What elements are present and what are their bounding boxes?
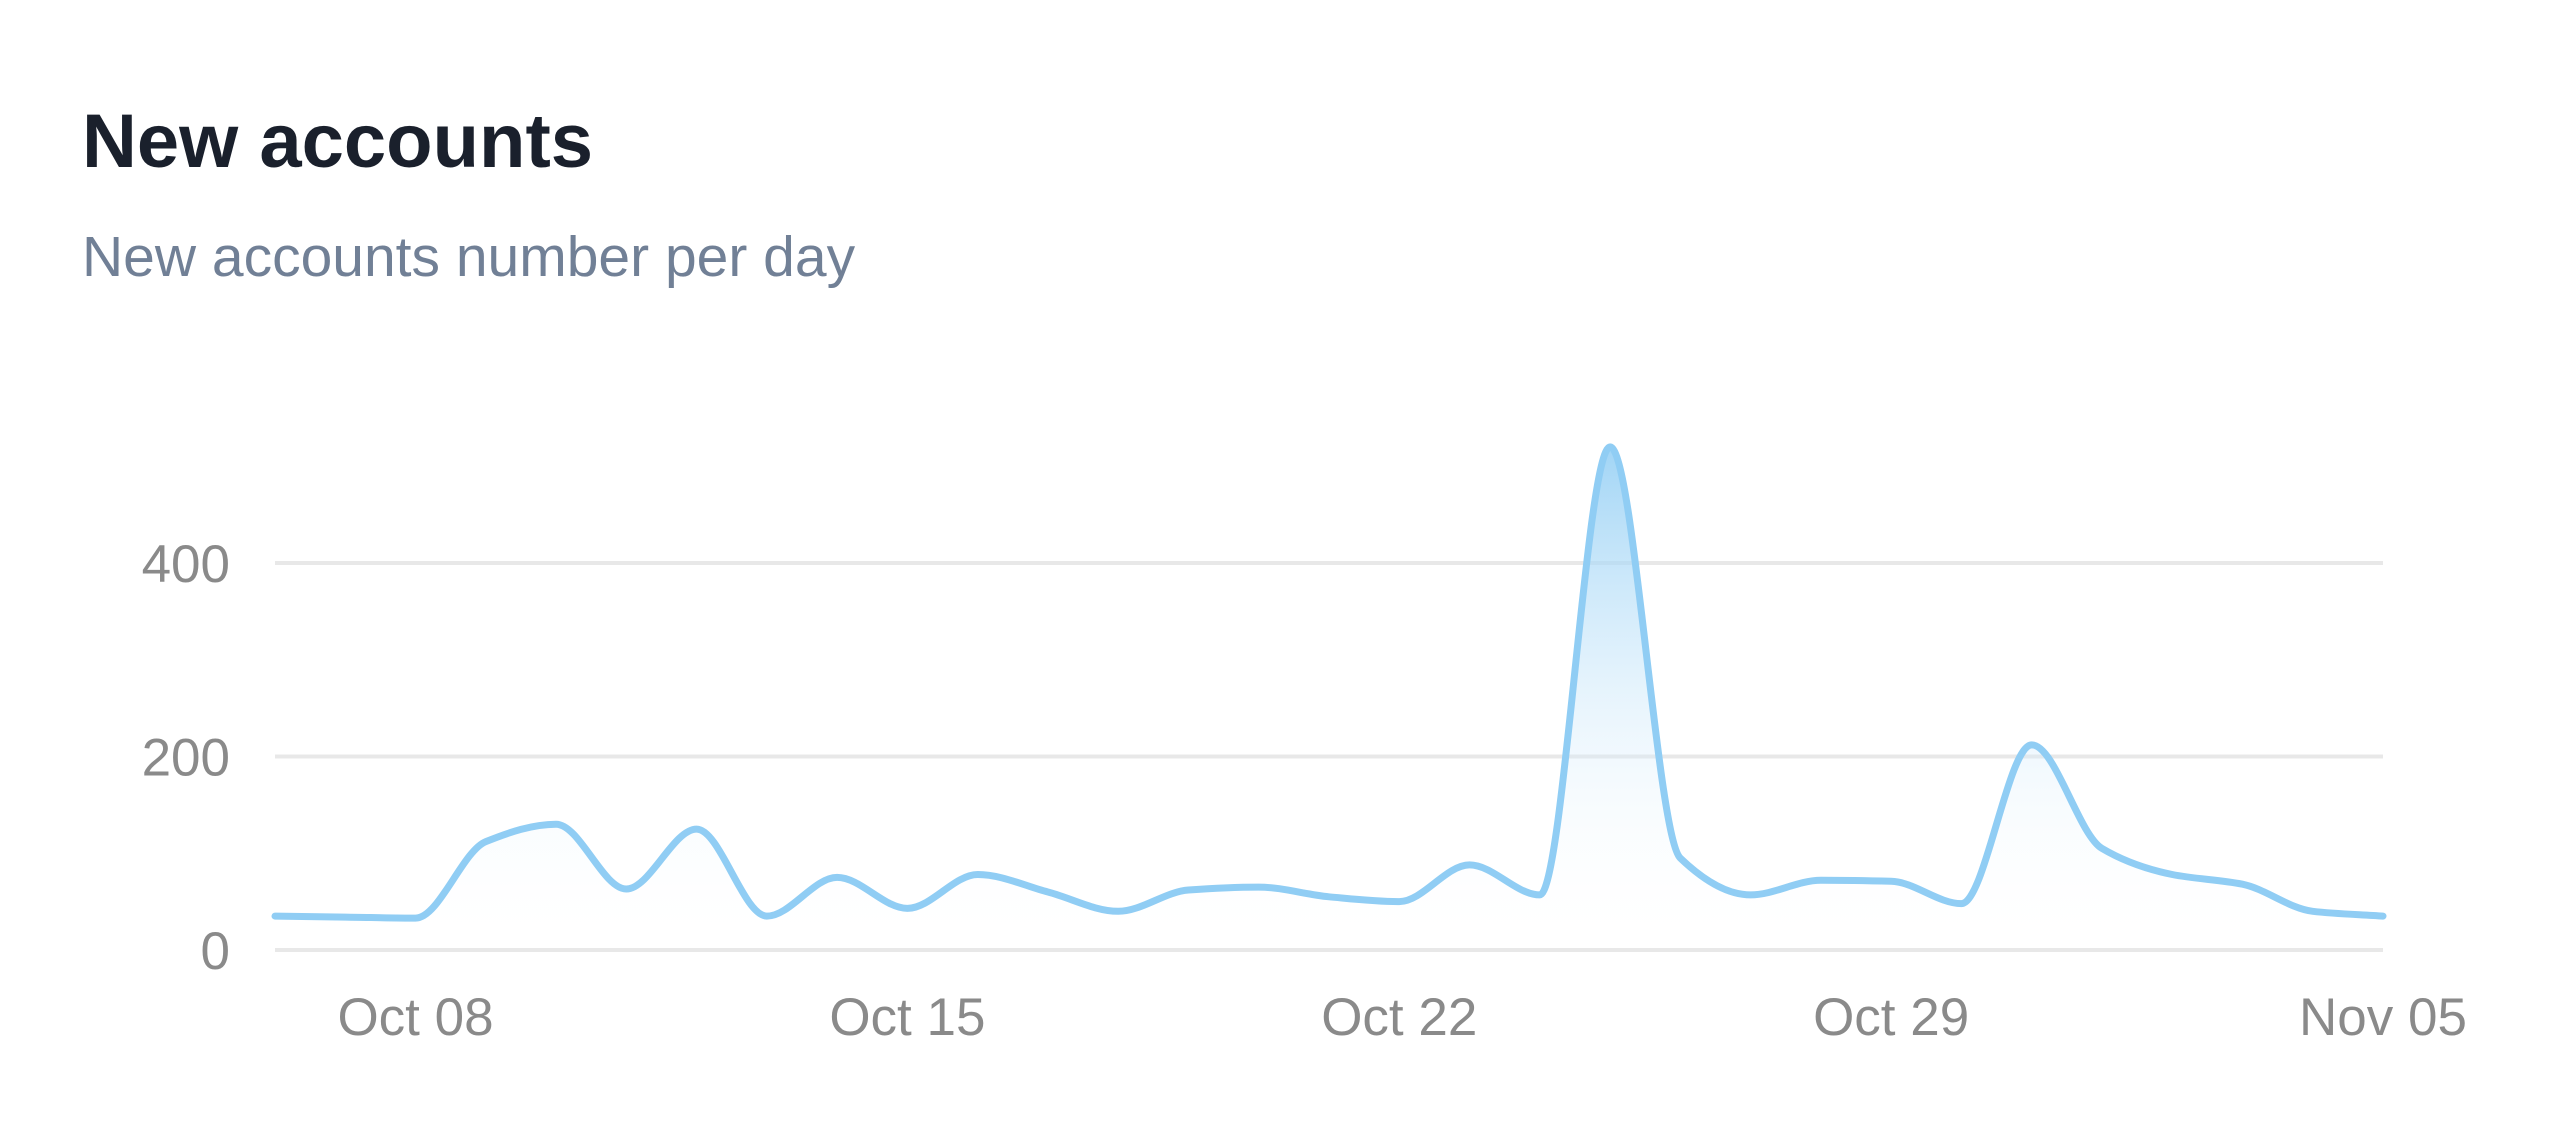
chart-subtitle: New accounts number per day bbox=[82, 225, 856, 289]
data-point-2024-10-31 bbox=[2028, 741, 2036, 749]
x-tick-label-oct-29: Oct 29 bbox=[1813, 988, 1969, 1047]
data-point-2024-10-26 bbox=[1676, 854, 1684, 862]
data-point-2024-11-04 bbox=[2309, 907, 2317, 915]
data-point-2024-11-03 bbox=[2239, 880, 2247, 888]
y-tick-label-0: 0 bbox=[201, 922, 230, 981]
data-point-2024-10-22 bbox=[1395, 898, 1403, 906]
data-point-2024-10-08 bbox=[412, 914, 420, 922]
data-point-2024-10-07 bbox=[341, 913, 349, 921]
y-tick-label-400: 400 bbox=[142, 535, 230, 594]
y-axis-ticks: 0 200 400 bbox=[142, 535, 230, 981]
data-point-2024-10-25 bbox=[1606, 443, 1614, 451]
data-point-2024-10-29 bbox=[1887, 877, 1895, 885]
data-point-2024-10-16 bbox=[974, 871, 982, 879]
y-tick-label-200: 200 bbox=[142, 729, 230, 788]
data-point-2024-10-11 bbox=[622, 885, 630, 893]
x-tick-label-oct-08: Oct 08 bbox=[337, 988, 493, 1047]
data-point-2024-10-06 bbox=[271, 912, 279, 920]
x-axis-ticks: Oct 08 Oct 15 Oct 22 Oct 29 Nov 05 bbox=[337, 988, 2467, 1047]
data-point-2024-10-17 bbox=[1044, 888, 1052, 896]
data-point-2024-10-20 bbox=[1255, 883, 1263, 891]
x-tick-label-oct-22: Oct 22 bbox=[1321, 988, 1477, 1047]
chart-title: New accounts bbox=[82, 99, 594, 184]
data-point-2024-10-12 bbox=[693, 825, 701, 833]
data-point-2024-10-28 bbox=[1817, 876, 1825, 884]
data-point-2024-11-05 bbox=[2379, 912, 2387, 920]
data-point-2024-10-21 bbox=[1325, 893, 1333, 901]
data-point-2024-10-15 bbox=[903, 904, 911, 912]
x-tick-label-nov-05: Nov 05 bbox=[2299, 988, 2467, 1047]
data-point-2024-10-10 bbox=[552, 820, 560, 828]
area-layer bbox=[275, 446, 2383, 950]
data-point-2024-10-19 bbox=[1185, 886, 1193, 894]
data-point-2024-11-01 bbox=[2098, 844, 2106, 852]
data-point-2024-10-24 bbox=[1536, 891, 1544, 899]
data-point-2024-10-09 bbox=[482, 838, 490, 846]
data-point-2024-10-27 bbox=[1747, 891, 1755, 899]
x-tick-label-oct-15: Oct 15 bbox=[829, 988, 985, 1047]
data-point-2024-10-23 bbox=[1466, 861, 1474, 869]
series-line bbox=[271, 443, 2387, 922]
line-layer bbox=[271, 443, 2387, 922]
data-point-2024-10-14 bbox=[833, 873, 841, 881]
data-point-2024-10-13 bbox=[763, 912, 771, 920]
data-point-2024-10-30 bbox=[1957, 900, 1965, 908]
series-area bbox=[275, 446, 2383, 950]
data-point-2024-10-18 bbox=[1114, 907, 1122, 915]
data-point-2024-11-02 bbox=[2168, 871, 2176, 879]
